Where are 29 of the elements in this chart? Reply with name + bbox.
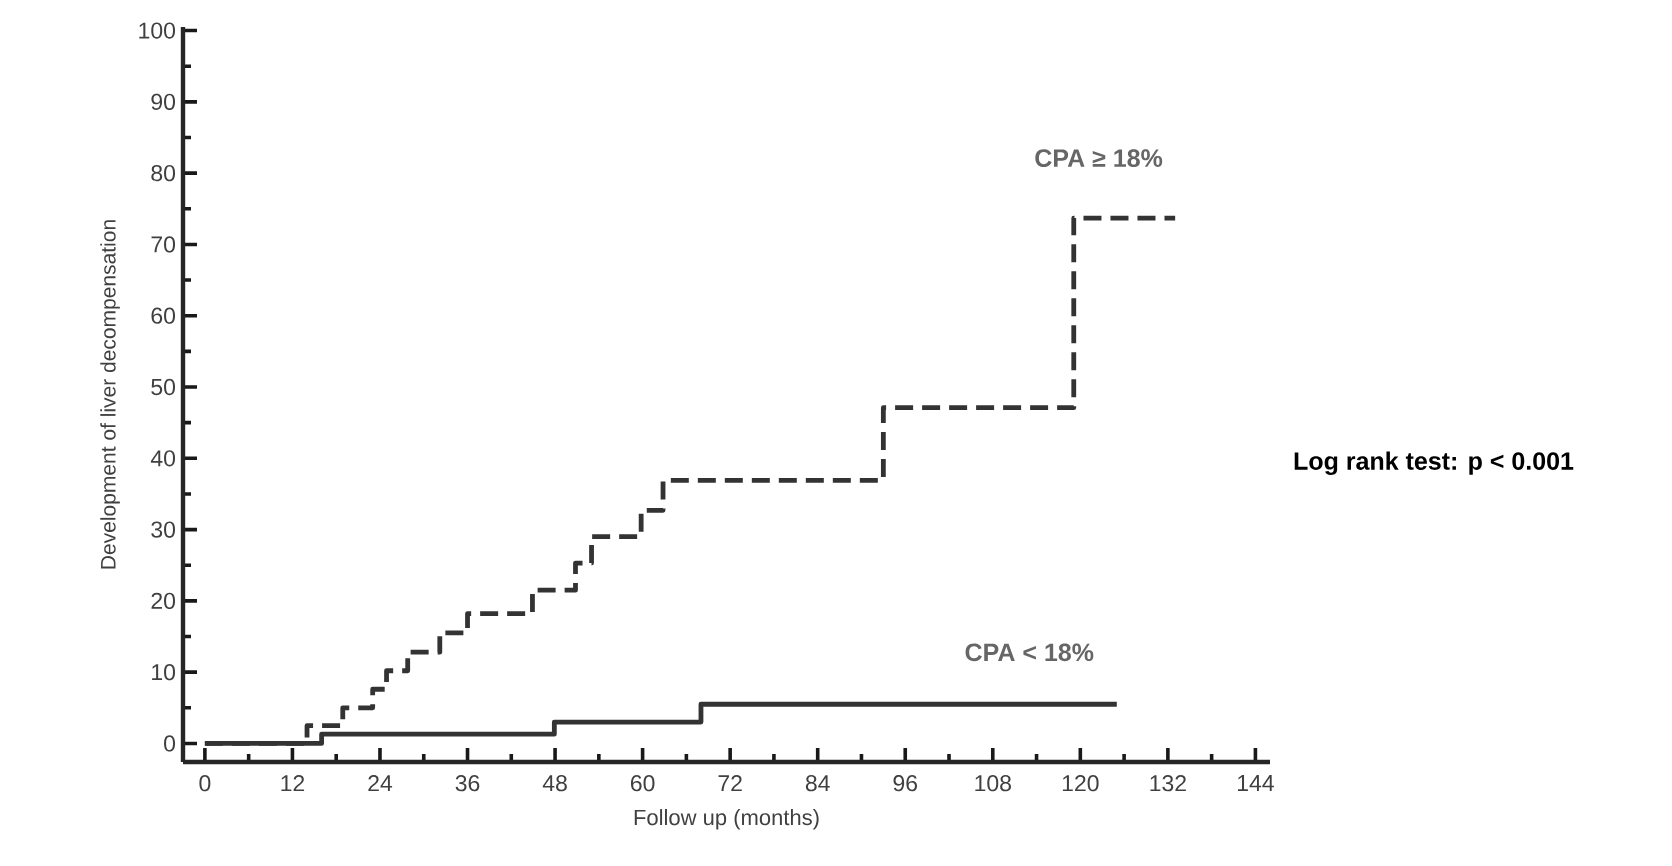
x-tick-label: 48 — [542, 775, 567, 792]
x-tick-label: 108 — [975, 775, 1011, 792]
x-tick-label: 72 — [718, 775, 742, 792]
y-tick-label: 0 — [164, 735, 176, 752]
y-tick-label: 20 — [151, 592, 176, 610]
y-tick-label: 10 — [152, 664, 176, 681]
y-tick-label: 40 — [150, 450, 176, 467]
y-axis-title: Development of liver decompensation — [100, 220, 120, 569]
x-tick-label: 0 — [199, 775, 211, 792]
y-tick-label: 100 — [139, 22, 176, 39]
y-tick-label: 70 — [151, 236, 176, 253]
x-tick-label: 132 — [1150, 775, 1186, 792]
x-tick-label: 36 — [455, 775, 480, 792]
x-tick-label: 84 — [805, 775, 830, 792]
x-tick-label: 120 — [1062, 775, 1099, 792]
x-axis-title: Follow up (months) — [634, 809, 819, 830]
y-tick-label: 50 — [151, 378, 176, 396]
x-tick-label: 144 — [1237, 775, 1274, 791]
y-tick-label: 60 — [151, 307, 176, 324]
text: CPA ≥ 18% — [1035, 149, 1163, 167]
text: Log rank test: p < 0.001 — [1294, 451, 1574, 475]
series-label: CPA < 18% — [965, 643, 1094, 662]
x-tick-label: 24 — [368, 775, 393, 792]
y-tick-label: 30 — [151, 521, 176, 538]
y-tick-label: 90 — [151, 93, 176, 110]
x-tick-label: 60 — [630, 775, 655, 792]
x-tick-label: 96 — [893, 775, 917, 792]
x-tick-label: 12 — [281, 775, 305, 792]
y-tick-label: 80 — [151, 164, 176, 182]
